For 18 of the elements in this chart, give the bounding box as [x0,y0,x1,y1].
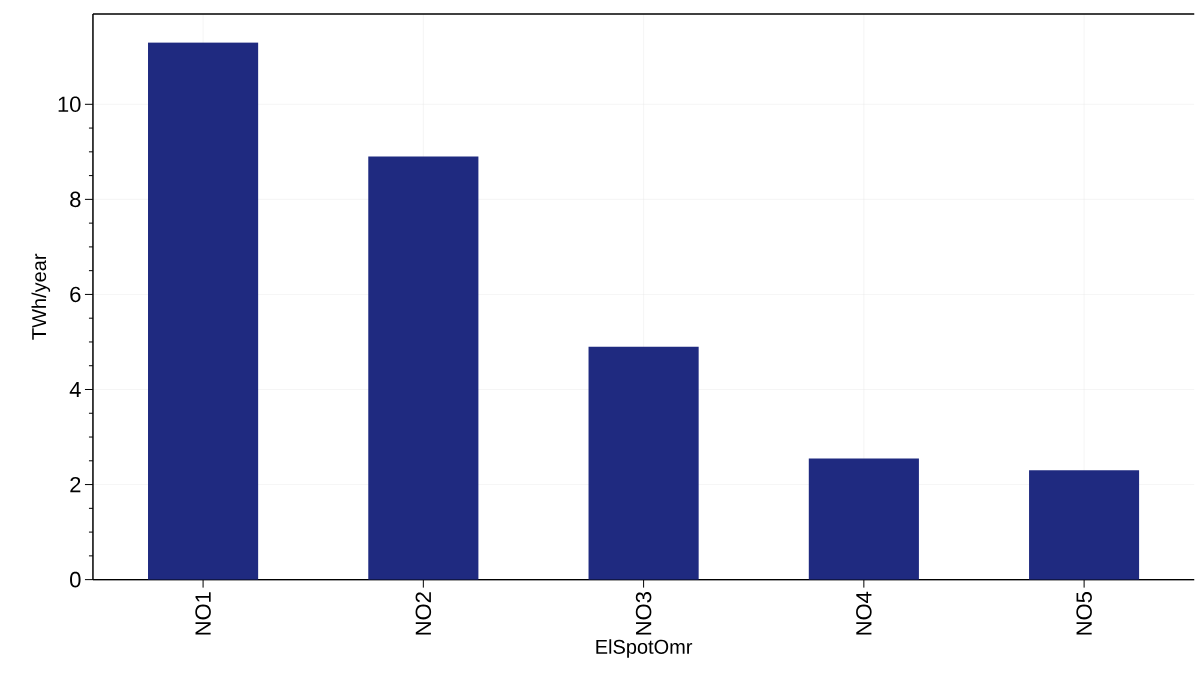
y-tick-label: 10 [58,96,81,113]
y-axis-title: TWh/year [31,254,51,340]
bar [148,42,259,580]
x-axis-title: ElSpotOmr [596,639,693,659]
y-tick-label: 6 [70,286,81,303]
y-tick-label: 4 [69,382,81,398]
bar [1029,470,1140,580]
x-tick-label: NO2 [415,592,432,635]
x-tick-label: NO3 [635,592,652,635]
bar [588,346,699,580]
y-tick-label: 0 [70,572,81,588]
y-tick-label: 2 [70,477,81,493]
y-tick-label: 8 [70,191,81,208]
bar [368,156,479,580]
x-tick-label: NO1 [195,592,211,635]
x-tick-label: NO5 [1076,592,1092,635]
x-tick-label: NO4 [856,592,872,635]
bar [808,458,919,580]
